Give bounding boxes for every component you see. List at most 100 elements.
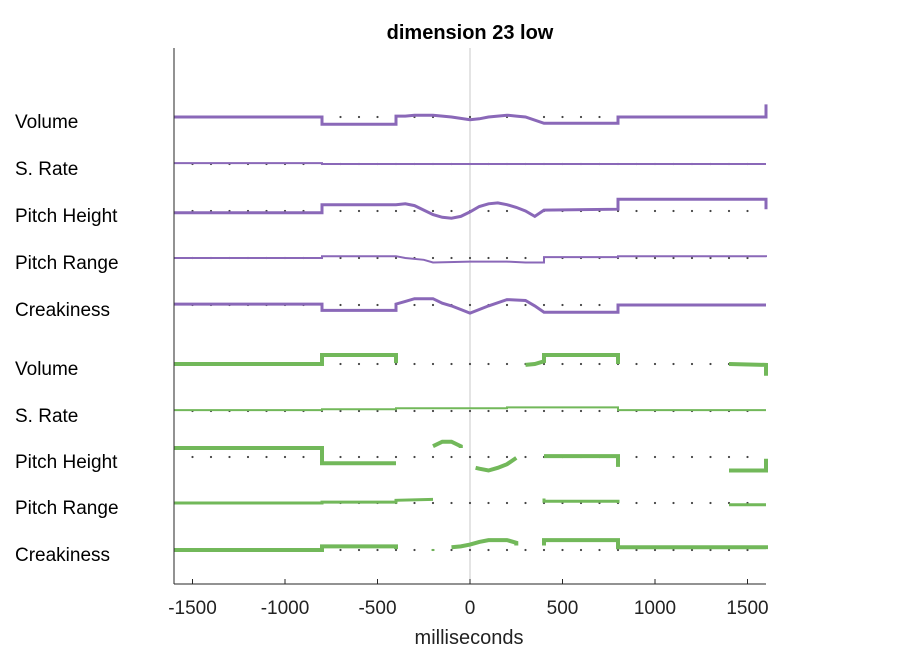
baseline-dot — [672, 209, 675, 213]
series-line — [174, 297, 766, 315]
baseline-dot — [746, 209, 749, 213]
baseline-dot — [450, 362, 453, 366]
baseline-dot — [616, 548, 620, 552]
baseline-dot — [727, 455, 731, 459]
baseline-dot — [339, 303, 342, 307]
baseline-dot — [598, 115, 601, 119]
baseline-dot — [505, 362, 509, 366]
baseline-dot — [709, 362, 712, 366]
baseline-dot — [413, 455, 416, 459]
baseline-dot — [339, 362, 342, 366]
baseline-dot — [357, 409, 361, 413]
baseline-dot — [709, 256, 712, 260]
baseline-dot — [376, 409, 379, 413]
baseline-dot — [339, 256, 342, 260]
series-line — [544, 454, 620, 467]
baseline-dot — [394, 362, 398, 366]
baseline-dot — [542, 115, 546, 119]
x-tick-label: 500 — [547, 598, 579, 619]
baseline-dot — [413, 548, 416, 552]
x-tick-label: -1500 — [168, 598, 217, 619]
baseline-dot — [376, 256, 379, 260]
baseline-dot — [524, 256, 527, 260]
series-line — [451, 538, 519, 550]
baseline-dot — [561, 115, 564, 119]
baseline-dot — [394, 209, 398, 213]
baseline-dot — [561, 409, 564, 413]
baseline-dot — [561, 548, 564, 552]
baseline-dot — [191, 455, 194, 459]
x-tick-label: -1000 — [261, 598, 310, 619]
baseline-dot — [542, 409, 546, 413]
baseline-dot — [431, 501, 435, 505]
baseline-dot — [468, 115, 472, 119]
baseline-dot — [727, 548, 731, 552]
baseline-dot — [357, 455, 361, 459]
baseline-dot — [579, 362, 583, 366]
baseline-dot — [524, 501, 527, 505]
baseline-dot — [727, 209, 731, 213]
baseline-dot — [598, 548, 601, 552]
baseline-dot — [561, 362, 564, 366]
x-tick-label: 1500 — [726, 598, 768, 619]
baseline-dot — [468, 455, 472, 459]
series-line — [475, 456, 518, 473]
baseline-dot — [672, 455, 675, 459]
baseline-dot — [357, 303, 361, 307]
baseline-dot — [246, 455, 250, 459]
baseline-dot — [690, 256, 694, 260]
baseline-dot — [505, 501, 509, 505]
x-tick-label: -500 — [358, 598, 396, 619]
baseline-dot — [505, 303, 509, 307]
baseline-dot — [413, 362, 416, 366]
baseline-dot — [505, 455, 509, 459]
baseline-dot — [468, 256, 472, 260]
row-label: S. Rate — [15, 159, 78, 180]
chart-title: dimension 23 low — [387, 22, 554, 44]
baseline-dot — [635, 362, 638, 366]
baseline-dot — [487, 548, 490, 552]
baseline-dot — [672, 256, 675, 260]
baseline-dot — [487, 209, 490, 213]
baseline-dot — [598, 362, 601, 366]
baseline-dot — [450, 409, 453, 413]
series-line — [174, 406, 766, 412]
baseline-dot — [468, 303, 472, 307]
baseline-dot — [394, 256, 398, 260]
series-line — [174, 497, 434, 505]
baseline-dot — [524, 303, 527, 307]
baseline-dot — [487, 362, 490, 366]
baseline-dot — [376, 455, 379, 459]
baseline-dot — [635, 501, 638, 505]
baseline-dot — [653, 256, 657, 260]
baseline-dot — [653, 501, 657, 505]
series-line — [174, 544, 398, 552]
baseline-dot — [709, 501, 712, 505]
baseline-dot — [468, 362, 472, 366]
row-label: Volume — [15, 112, 78, 133]
baseline-dot — [579, 409, 583, 413]
baseline-dot — [746, 548, 749, 552]
row-label: Pitch Height — [15, 206, 118, 227]
baseline-dot — [487, 256, 490, 260]
baseline-dot — [339, 209, 342, 213]
baseline-dot — [394, 409, 398, 413]
baseline-dot — [431, 209, 435, 213]
baseline-dot — [450, 548, 453, 552]
baseline-dot — [635, 548, 638, 552]
baseline-dot — [357, 256, 361, 260]
baseline-dot — [376, 548, 379, 552]
baseline-dot — [376, 362, 379, 366]
baseline-dot — [339, 455, 342, 459]
series-line — [542, 498, 620, 503]
row-label: Creakiness — [15, 300, 110, 321]
baseline-dot — [468, 548, 472, 552]
row-label: S. Rate — [15, 406, 78, 427]
baseline-dot — [579, 303, 583, 307]
baseline-dot — [672, 548, 675, 552]
baseline-dot — [302, 455, 305, 459]
baseline-dot — [394, 455, 398, 459]
baseline-dot — [542, 548, 546, 552]
baseline-dot — [450, 501, 453, 505]
baseline-dot — [487, 455, 490, 459]
